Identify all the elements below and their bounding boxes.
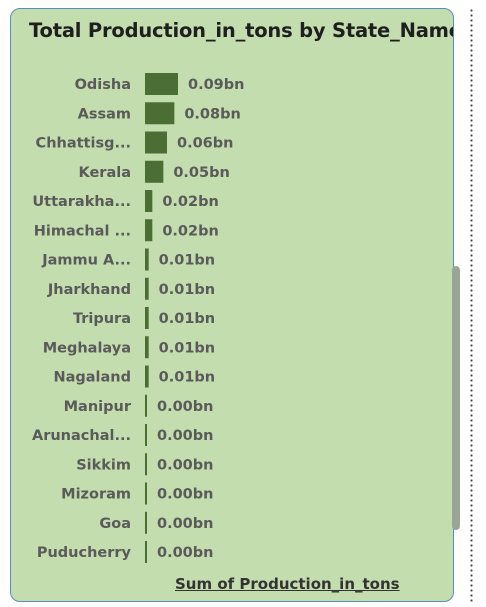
bar[interactable] [145,336,149,359]
data-label: 0.06bn [177,136,233,152]
data-label: 0.00bn [157,399,213,415]
data-label: 0.00bn [157,457,213,473]
category-label: Nagaland [53,370,131,386]
bar[interactable] [145,277,149,300]
bar[interactable] [145,394,147,417]
category-label: Jharkhand [47,282,131,298]
bar[interactable] [145,131,167,154]
chart-card: Total Production_in_tons by State_Name S… [10,8,454,602]
category-label: Manipur [64,399,132,415]
bar[interactable] [145,248,149,271]
data-label: 0.02bn [162,194,218,210]
bar[interactable] [145,73,178,95]
category-label: Puducherry [37,545,132,561]
bar[interactable] [145,102,175,125]
bar[interactable] [145,482,147,505]
bar[interactable] [145,424,147,446]
data-label: 0.01bn [159,340,215,356]
category-label: Assam [78,106,131,122]
data-label: 0.00bn [157,516,213,532]
category-label: Sikkim [76,457,131,473]
data-label: 0.05bn [173,165,229,181]
data-label: 0.02bn [162,223,218,239]
data-label: 0.01bn [159,370,215,386]
chart-title: Total Production_in_tons by State_Name [29,19,454,42]
category-label: Kerala [78,165,131,181]
data-label: 0.00bn [157,545,213,561]
data-label: 0.00bn [157,428,213,444]
bar[interactable] [145,160,164,183]
data-label: 0.08bn [184,106,240,122]
category-label: Arunachal... [32,428,131,444]
pane-resize-handle[interactable] [470,8,473,602]
data-label: 0.01bn [159,282,215,298]
category-label: Tripura [73,311,131,327]
category-label: Jammu A... [41,253,131,269]
bar[interactable] [145,541,147,563]
category-label: Uttarakha... [32,194,131,210]
data-label: 0.09bn [188,77,244,93]
scrollbar-thumb[interactable] [452,266,460,530]
bar[interactable] [145,453,147,476]
bar[interactable] [145,365,149,388]
bar[interactable] [145,219,153,242]
category-label: Mizoram [61,487,131,503]
category-label: Goa [99,516,131,532]
category-label: Meghalaya [43,340,131,356]
category-label: Odisha [75,77,131,93]
data-label: 0.01bn [159,253,215,269]
bar[interactable] [145,511,147,534]
category-label: Chhattisg... [36,136,131,152]
category-label: Himachal ... [34,223,131,239]
data-label: 0.00bn [157,487,213,503]
bar[interactable] [145,190,153,212]
bar[interactable] [145,307,149,329]
data-label: 0.01bn [159,311,215,327]
x-axis-title[interactable]: Sum of Production_in_tons [175,575,400,593]
